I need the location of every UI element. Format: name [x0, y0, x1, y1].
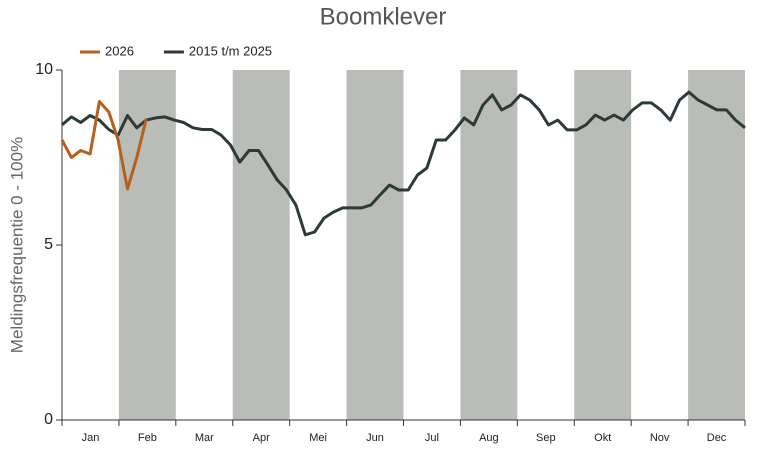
legend-label: 2015 t/m 2025 [189, 43, 272, 58]
month-band [346, 70, 404, 420]
x-tick-label: Okt [594, 432, 611, 444]
x-tick-label: Mei [309, 432, 327, 444]
y-axis-label: Meldingsfrequentie 0 - 100% [7, 137, 26, 353]
x-tick-label: Aug [479, 432, 499, 444]
y-tick-label: 10 [35, 61, 53, 78]
x-tick-label: Feb [138, 432, 157, 444]
y-tick-label: 5 [44, 236, 53, 253]
x-tick-label: Jun [366, 432, 384, 444]
x-tick-label: Mar [195, 432, 214, 444]
month-band [118, 70, 176, 420]
legend-label: 2026 [105, 43, 134, 58]
month-band [574, 70, 632, 420]
x-tick-label: Apr [253, 432, 270, 444]
month-band [688, 70, 745, 420]
y-tick-label: 0 [44, 411, 53, 428]
month-band [460, 70, 518, 420]
x-tick-label: Sep [536, 432, 556, 444]
x-tick-label: Jul [425, 432, 439, 444]
series-line [60, 100, 148, 191]
chart-title: Boomklever [320, 3, 447, 30]
series-line [61, 90, 746, 237]
x-tick-label: Nov [650, 432, 670, 444]
month-band [232, 70, 290, 420]
x-tick-label: Dec [707, 432, 727, 444]
x-tick-label: Jan [82, 432, 100, 444]
